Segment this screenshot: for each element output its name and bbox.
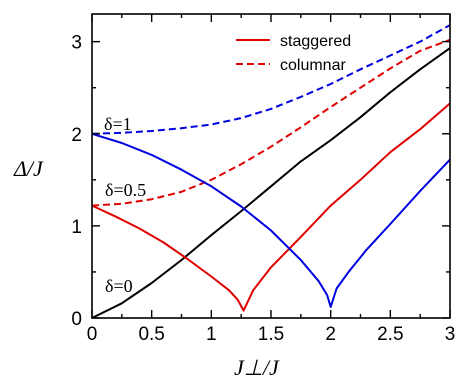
y-tick-label: 1 bbox=[71, 217, 82, 238]
annotation-delta-0-5: δ=0.5 bbox=[105, 180, 146, 200]
x-tick-label: 1 bbox=[206, 324, 217, 345]
series-line-4 bbox=[91, 24, 451, 135]
plot-frame bbox=[91, 13, 451, 319]
series-layer bbox=[91, 24, 451, 319]
y-tick-label: 3 bbox=[71, 33, 82, 54]
tick-labels-layer: 0 0.5 1 1.5 2 2.5 3 0 1 2 3 bbox=[71, 33, 455, 345]
x-tick-label: 3 bbox=[445, 324, 456, 345]
y-tick-label: 2 bbox=[71, 125, 82, 146]
annotation-delta-1: δ=1 bbox=[104, 114, 132, 134]
x-axis-label: J⊥/J bbox=[234, 355, 280, 380]
y-axis-label: Δ/J bbox=[13, 156, 44, 181]
ticks-layer bbox=[91, 14, 451, 319]
x-tick-label: 0.5 bbox=[138, 324, 164, 345]
annotation-delta-0: δ=0 bbox=[105, 276, 133, 296]
series-line-3 bbox=[91, 132, 451, 308]
legend-label-columnar: columnar bbox=[280, 57, 346, 74]
legend-label-staggered: staggered bbox=[280, 33, 351, 50]
x-tick-label: 2.5 bbox=[377, 324, 403, 345]
y-tick-label: 0 bbox=[71, 309, 82, 330]
x-tick-label: 1.5 bbox=[258, 324, 284, 345]
x-tick-label: 2 bbox=[325, 324, 336, 345]
series-line-2 bbox=[91, 38, 451, 207]
series-line-1 bbox=[91, 102, 451, 312]
x-tick-label: 0 bbox=[87, 324, 98, 345]
series-line-0 bbox=[91, 47, 451, 319]
legend: staggered columnar bbox=[236, 33, 351, 74]
